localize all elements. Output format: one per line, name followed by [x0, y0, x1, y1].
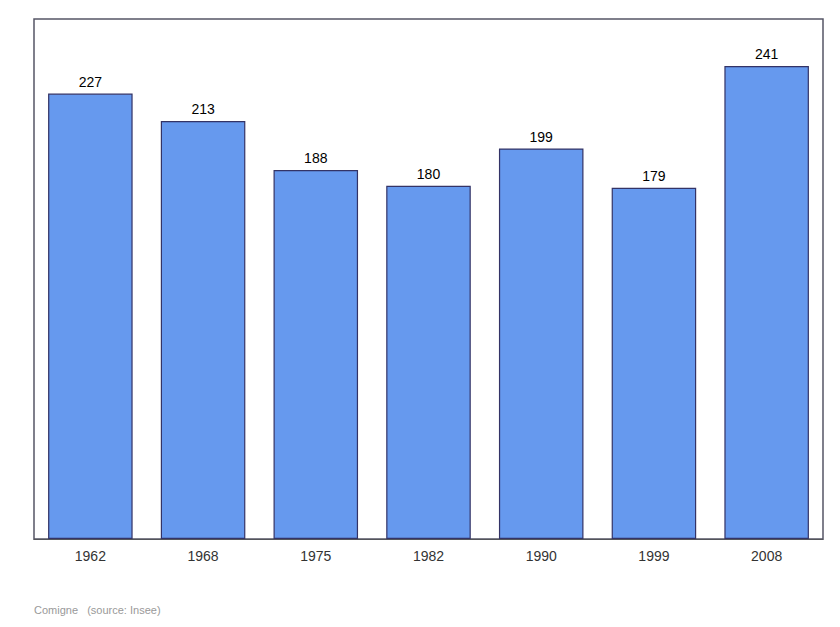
svg-text:2008: 2008	[751, 548, 782, 564]
svg-text:213: 213	[191, 101, 215, 117]
svg-text:188: 188	[304, 150, 328, 166]
svg-text:Comigne (source: Insee): Comigne (source: Insee)	[34, 604, 161, 616]
svg-text:1975: 1975	[300, 548, 331, 564]
svg-text:1999: 1999	[638, 548, 669, 564]
svg-text:1982: 1982	[413, 548, 444, 564]
svg-text:1962: 1962	[75, 548, 106, 564]
svg-text:199: 199	[530, 129, 554, 145]
svg-text:180: 180	[417, 166, 441, 182]
svg-text:227: 227	[79, 74, 103, 90]
svg-text:1968: 1968	[187, 548, 218, 564]
svg-text:1990: 1990	[526, 548, 557, 564]
svg-text:179: 179	[642, 168, 666, 184]
svg-text:241: 241	[755, 46, 779, 62]
